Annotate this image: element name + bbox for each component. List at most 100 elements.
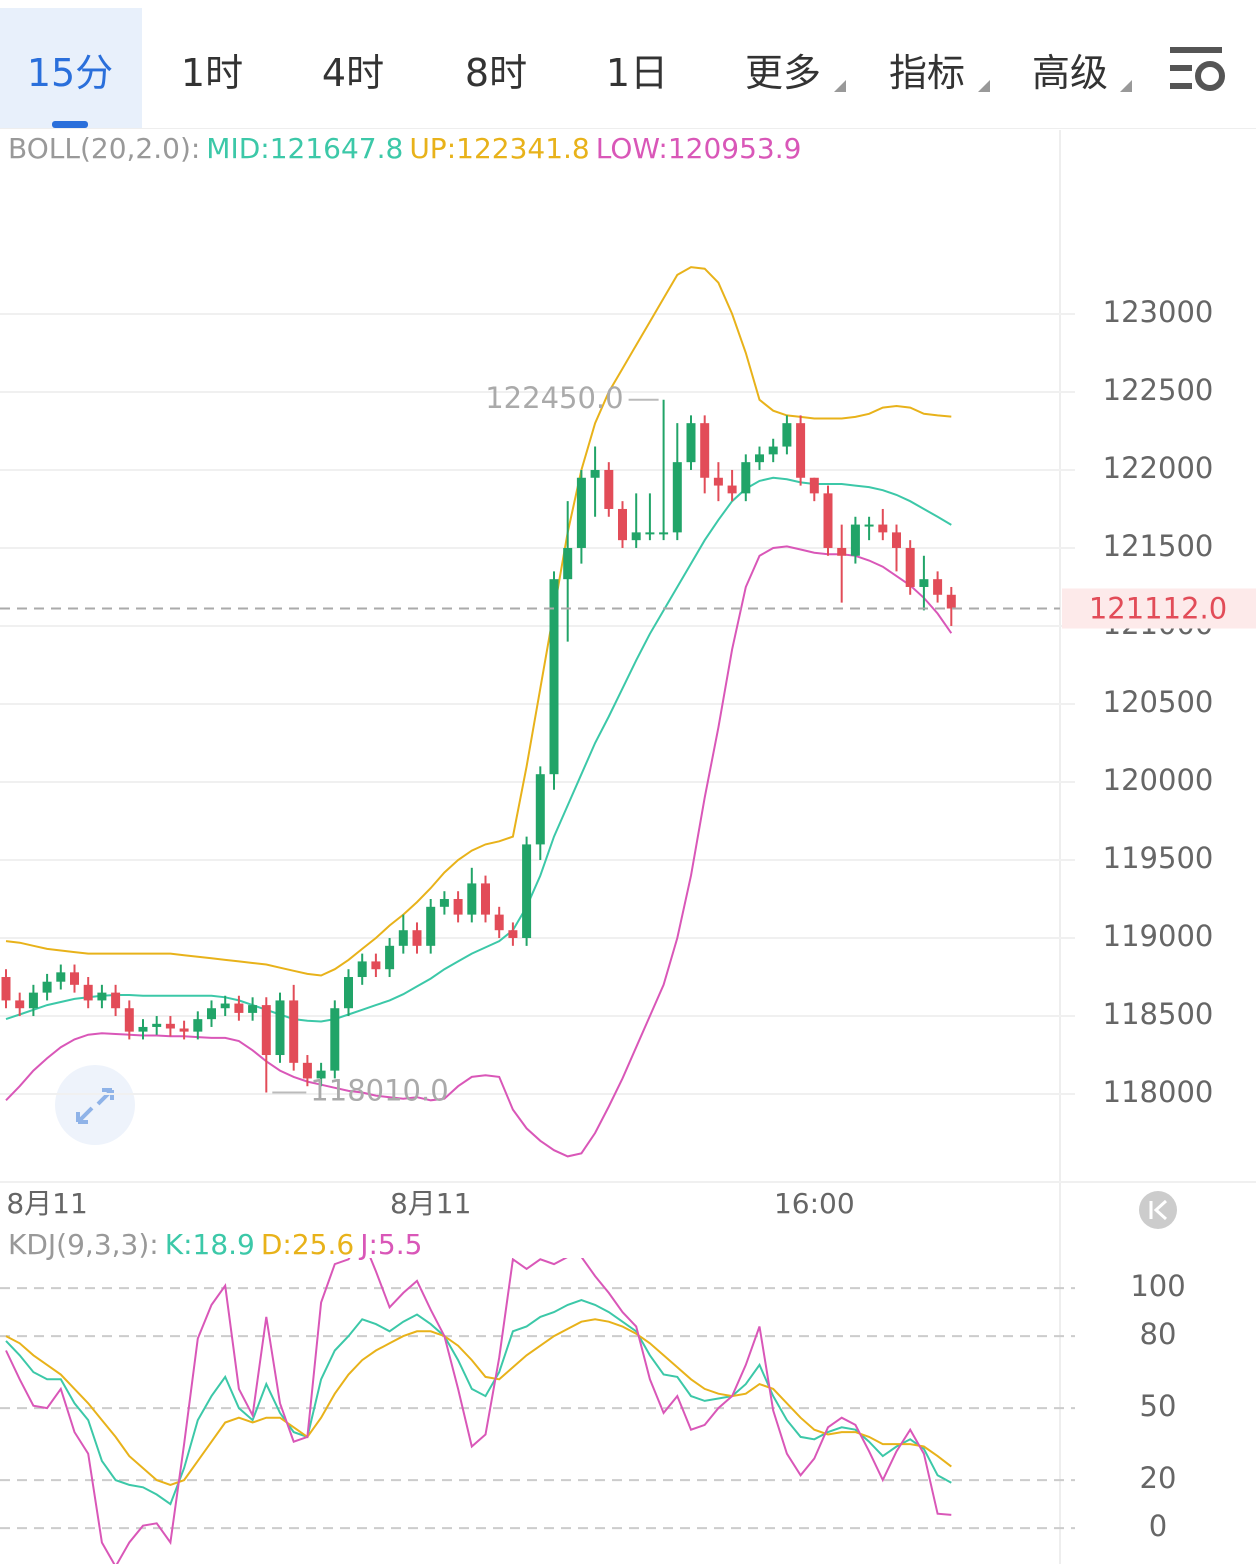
tab[interactable]: 15分 (26, 51, 114, 95)
tab-bar: 15分 1时 4时 8时 1日 更多 指标 高级 (0, 0, 1256, 129)
candle-body (727, 485, 737, 494)
y-tick-label: 120000 (1103, 763, 1214, 797)
y-tick-label: 122500 (1103, 373, 1214, 407)
candle-body (152, 1023, 162, 1027)
active-tab-bg (0, 8, 142, 128)
candle-body (15, 1000, 25, 1009)
candle-body (165, 1023, 175, 1029)
candle-body (412, 930, 422, 946)
candle-body (796, 423, 806, 478)
candle-body (645, 532, 655, 535)
tab[interactable]: 指标 (888, 51, 966, 95)
y-tick-label: 118500 (1103, 997, 1214, 1031)
candle-body (344, 977, 353, 1009)
indicator-line (5, 1299, 952, 1506)
candle-body (481, 883, 490, 915)
candle-body (302, 1062, 312, 1079)
candle-body (330, 1008, 340, 1071)
x-tick-label: 8月11 (6, 1187, 87, 1220)
tab-icons (834, 47, 1225, 92)
y-tick-label: 119000 (1103, 919, 1214, 953)
last-price-label: 121112.0 (1089, 592, 1227, 626)
candle-body (467, 883, 477, 915)
candle-body (604, 469, 614, 509)
candle-body (741, 462, 751, 494)
candle-body (672, 462, 682, 533)
candle-body (809, 477, 819, 494)
tab[interactable]: 8时 (464, 51, 528, 95)
candle-body (28, 992, 38, 1009)
candle-body (220, 1003, 230, 1009)
tab[interactable]: 1日 (605, 51, 669, 95)
candle-body (439, 899, 449, 907)
candle-body (453, 899, 463, 915)
candle-body (234, 1003, 244, 1013)
candle-body (686, 423, 696, 463)
indicator-line (5, 476, 952, 1023)
candle-body (590, 469, 600, 478)
candle-body (398, 930, 408, 946)
candle-body (207, 1008, 216, 1020)
last-price-tag (1062, 588, 1256, 629)
indicator-header: BOLL(20,2.0): MID:121647.8 UP:122341.8 LOW:… (8, 132, 807, 165)
candle-body (919, 579, 929, 587)
candle-body (823, 493, 833, 548)
candle-body (124, 1008, 134, 1032)
candle-body (193, 1019, 203, 1032)
x-tick-label: 8月11 (390, 1187, 471, 1220)
extreme-marker-label: 122450.0 (485, 381, 623, 415)
tab[interactable]: 高级 (1031, 51, 1109, 95)
candle-body (83, 984, 93, 1001)
candle-body (179, 1028, 189, 1032)
candle-body (316, 1070, 326, 1079)
candle-body (576, 477, 586, 548)
series-label: D:25.6 (260, 1228, 355, 1261)
dropdown-arrow (1120, 80, 1132, 92)
candle-body (522, 844, 532, 939)
candle-body (371, 961, 381, 970)
candle-body (535, 774, 545, 845)
indicator-header: KDJ(9,3,3): K:18.9 D:25.6 J:5.5 (8, 1228, 428, 1261)
candle-body (713, 477, 723, 486)
candle-body (864, 524, 874, 527)
tab[interactable]: 1时 (180, 51, 244, 95)
extreme-marker-label: 118010.0 (310, 1073, 448, 1107)
scroll-latest-button[interactable] (1139, 1191, 1177, 1229)
y-tick-label: 123000 (1103, 295, 1214, 329)
candle-body (357, 961, 367, 978)
y-tick-label: 122000 (1103, 451, 1214, 485)
candle-body (768, 446, 778, 455)
candle-body (385, 945, 395, 970)
series-label: K:18.9 (164, 1228, 255, 1261)
indicator-name: KDJ(9,3,3): (8, 1228, 159, 1261)
candle-body (56, 972, 66, 982)
settings-icon[interactable] (1170, 47, 1225, 91)
y-tick-label: 119500 (1103, 841, 1214, 875)
y-tick-label: 20 (1140, 1461, 1177, 1495)
candle-body (248, 1005, 258, 1013)
candle-body (878, 524, 888, 533)
indicator-name: BOLL(20,2.0): (8, 132, 201, 165)
candle-body (631, 532, 641, 541)
y-tick-label: 120500 (1103, 685, 1214, 719)
candle-body (1, 977, 11, 1001)
dropdown-arrow (978, 80, 990, 92)
x-tick-label: 16:00 (774, 1187, 855, 1220)
series-label: MID:121647.8 (206, 132, 404, 165)
indicator-line (5, 1258, 952, 1564)
candle-body (563, 547, 573, 580)
tab[interactable]: 更多 (744, 51, 822, 95)
candle-body (905, 547, 915, 587)
candle-body (508, 930, 518, 939)
expand-button[interactable] (55, 1065, 135, 1145)
candle-body (933, 579, 943, 595)
candle-body (892, 532, 901, 548)
candle-body (659, 532, 669, 535)
tab[interactable]: 4时 (321, 51, 385, 95)
candle-body (618, 508, 627, 541)
y-tick-label: 80 (1140, 1317, 1177, 1351)
y-tick-label: 118000 (1103, 1075, 1214, 1109)
y-tick-label: 100 (1130, 1269, 1185, 1303)
